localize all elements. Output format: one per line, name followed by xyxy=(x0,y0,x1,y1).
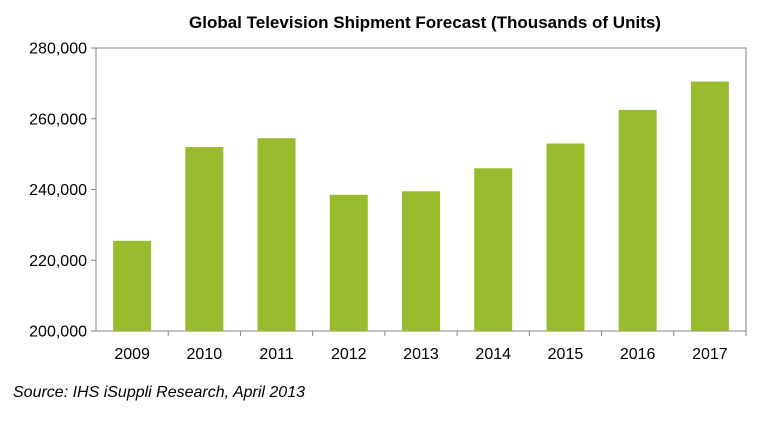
x-tick-label: 2010 xyxy=(187,346,223,363)
bar-2010 xyxy=(185,147,224,331)
bar-2017 xyxy=(690,81,729,331)
y-tick-label: 240,000 xyxy=(29,182,87,199)
y-tick-label: 260,000 xyxy=(29,111,87,128)
bar-2013 xyxy=(402,191,440,331)
bar-2016 xyxy=(618,109,657,331)
x-tick-label: 2017 xyxy=(692,346,728,363)
bar-2009 xyxy=(113,240,152,331)
y-tick-label: 220,000 xyxy=(29,253,87,270)
source-note: Source: IHS iSuppli Research, April 2013 xyxy=(13,384,305,401)
bar-2014 xyxy=(474,168,513,331)
y-tick-label: 280,000 xyxy=(29,41,87,58)
x-tick-label: 2014 xyxy=(475,346,511,363)
y-tick-label: 200,000 xyxy=(29,324,87,341)
x-tick-label: 2015 xyxy=(548,346,584,363)
x-tick-label: 2013 xyxy=(403,346,439,363)
chart-title: Global Television Shipment Forecast (Tho… xyxy=(189,13,661,32)
x-tick-label: 2009 xyxy=(114,346,150,363)
bar-2012 xyxy=(329,194,368,331)
y-axis: 200,000 220,000 240,000 260,000 280,000 xyxy=(29,41,96,341)
x-tick-label: 2012 xyxy=(331,346,367,363)
x-tick-label: 2016 xyxy=(620,346,656,363)
x-tick-label: 2011 xyxy=(259,346,294,363)
bar-2011 xyxy=(257,138,296,331)
bar-2015 xyxy=(546,143,585,331)
bar-series xyxy=(113,81,729,331)
x-axis: 2009 2010 2011 2012 2013 2014 2015 2016 2017 xyxy=(114,331,747,363)
